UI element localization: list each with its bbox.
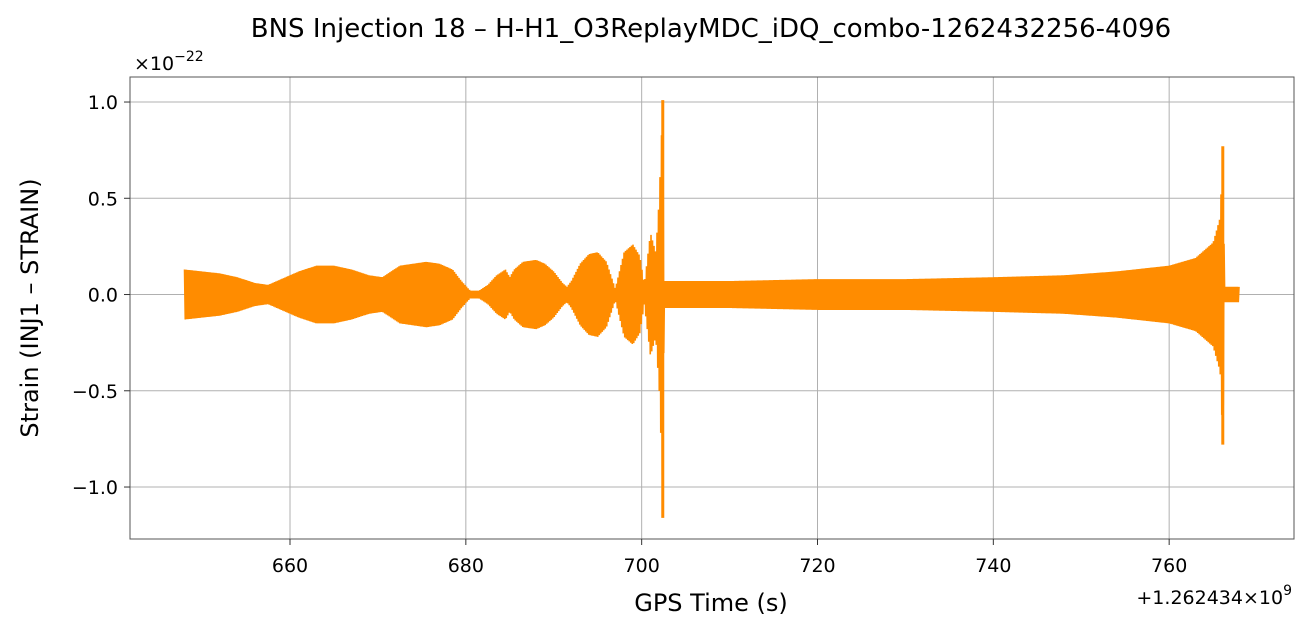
strain-series-line bbox=[183, 133, 1240, 475]
y-scale-label: ×10−22 bbox=[134, 49, 204, 75]
x-tick-label: 660 bbox=[272, 555, 308, 577]
x-offset-base: +1.262434×10 bbox=[1136, 587, 1283, 609]
y-tick-label: 1.0 bbox=[88, 92, 118, 114]
y-tick-label: −0.5 bbox=[72, 381, 118, 403]
x-tick-label: 680 bbox=[448, 555, 484, 577]
plot-frame bbox=[129, 76, 1295, 540]
x-tick-label: 720 bbox=[799, 555, 835, 577]
x-axis: 660 680 700 720 740 760 bbox=[272, 539, 1187, 577]
x-tick-label: 760 bbox=[1151, 555, 1187, 577]
y-tick-label: 0.0 bbox=[88, 285, 118, 307]
y-tick-label: 0.5 bbox=[88, 188, 118, 210]
y-axis-label: Strain (INJ1 – STRAIN) bbox=[16, 178, 44, 437]
y-axis: −1.0 −0.5 0.0 0.5 1.0 bbox=[72, 92, 130, 499]
chart-title: BNS Injection 18 – H-H1_O3ReplayMDC_iDQ_… bbox=[251, 14, 1171, 44]
plot-area bbox=[183, 100, 1240, 518]
x-offset-exponent: 9 bbox=[1283, 583, 1292, 599]
x-tick-label: 740 bbox=[975, 555, 1011, 577]
y-scale-exponent: −22 bbox=[174, 49, 204, 65]
x-offset-label: +1.262434×109 bbox=[1136, 583, 1292, 609]
x-tick-label: 700 bbox=[624, 555, 660, 577]
y-tick-label: −1.0 bbox=[72, 477, 118, 499]
x-axis-label: GPS Time (s) bbox=[634, 589, 788, 617]
y-scale-base: ×10 bbox=[134, 53, 174, 75]
